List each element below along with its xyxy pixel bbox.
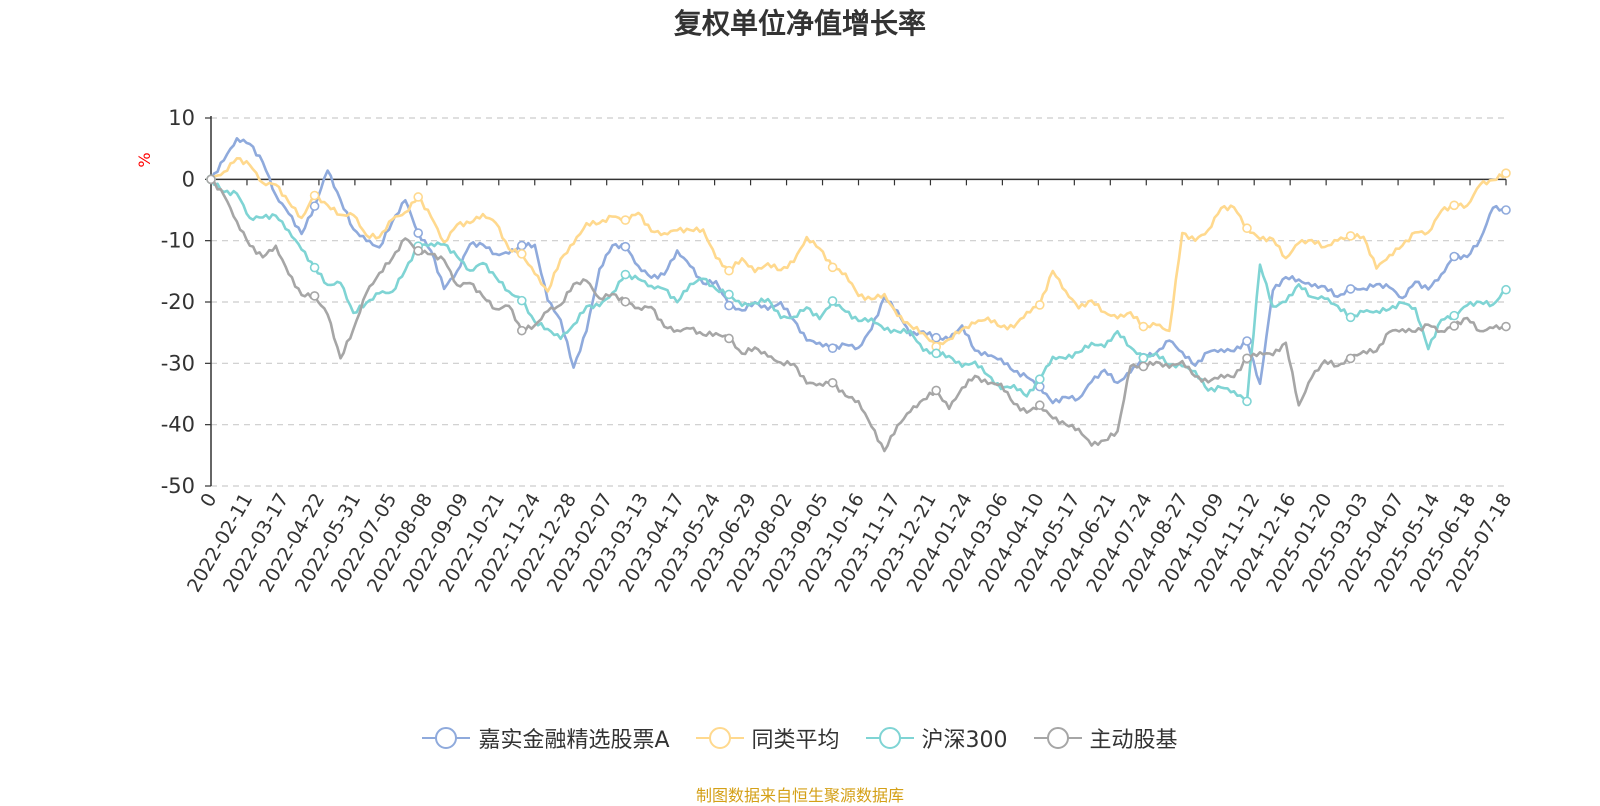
y-tick-label: -20 <box>161 290 195 314</box>
data-point <box>309 190 320 201</box>
data-point <box>931 348 942 359</box>
data-point <box>1501 205 1511 215</box>
data-point <box>827 343 838 353</box>
y-tick-label: 10 <box>168 106 195 130</box>
legend-item[interactable]: 沪深300 <box>865 722 1008 754</box>
legend-symbol-icon <box>1033 727 1082 749</box>
data-point <box>1345 231 1356 241</box>
data-point <box>1345 353 1356 364</box>
data-point <box>827 262 838 273</box>
y-tick-label: -10 <box>161 229 195 253</box>
line-chart: 100-10-20-30-40-5002022-02-112022-03-172… <box>135 106 1517 596</box>
data-point <box>516 325 527 336</box>
data-point <box>620 296 631 307</box>
data-point <box>516 249 527 259</box>
data-point <box>309 291 320 301</box>
data-point <box>1345 284 1356 294</box>
data-source-note: 制图数据来自恒生聚源数据库 <box>695 786 904 805</box>
legend-item[interactable]: 主动股基 <box>1033 722 1178 754</box>
data-point <box>516 240 527 251</box>
data-point <box>516 295 527 306</box>
data-point <box>1501 284 1511 295</box>
data-point <box>827 377 838 388</box>
data-point <box>1035 400 1045 411</box>
data-point <box>309 262 320 273</box>
legend: 嘉实金融精选股票A 同类平均 沪深300 主动股基 <box>0 722 1600 754</box>
data-point <box>1242 396 1252 407</box>
data-point <box>724 265 734 276</box>
data-point <box>1449 310 1459 321</box>
series-lines <box>206 137 1511 453</box>
data-point <box>724 289 734 300</box>
data-point <box>413 228 424 238</box>
data-point <box>1138 353 1149 363</box>
data-point <box>1138 321 1149 332</box>
legend-label: 沪深300 <box>921 728 1008 753</box>
data-point <box>827 296 838 306</box>
legend-item[interactable]: 同类平均 <box>695 722 840 754</box>
y-tick-label: -30 <box>161 351 195 375</box>
series-line <box>209 178 1507 403</box>
data-point <box>1501 168 1511 178</box>
data-point <box>413 245 424 256</box>
data-point <box>1449 251 1459 262</box>
chart-title: 复权单位净值增长率 <box>673 7 926 40</box>
data-point <box>724 300 734 311</box>
data-point <box>1501 321 1511 332</box>
legend-label: 主动股基 <box>1089 728 1178 753</box>
y-tick-label: -50 <box>161 474 195 498</box>
data-point <box>1449 200 1459 211</box>
x-tick-label: 0 <box>196 490 221 511</box>
data-point <box>1242 223 1252 234</box>
legend-item[interactable]: 嘉实金融精选股票A <box>422 722 670 754</box>
legend-label: 同类平均 <box>751 728 840 753</box>
data-point <box>1242 336 1252 346</box>
data-point <box>206 174 216 185</box>
data-point <box>1138 361 1149 372</box>
grid-lines <box>211 117 1506 487</box>
data-point <box>724 333 734 344</box>
data-point <box>931 332 942 343</box>
data-point <box>1345 312 1356 323</box>
data-point <box>413 192 424 202</box>
data-point <box>1242 353 1252 364</box>
data-point <box>931 385 942 396</box>
y-tick-label: -40 <box>161 413 195 437</box>
series-line <box>210 178 1507 453</box>
data-point <box>620 215 631 225</box>
data-point <box>1035 374 1045 384</box>
y-axis-unit: % <box>135 152 154 167</box>
legend-symbol-icon <box>422 727 471 749</box>
legend-label: 嘉实金融精选股票A <box>478 728 670 753</box>
data-point <box>620 269 631 280</box>
axes: 100-10-20-30-40-5002022-02-112022-03-172… <box>161 106 1517 596</box>
legend-symbol-icon <box>865 727 914 749</box>
data-point <box>620 241 631 252</box>
data-point <box>309 201 320 211</box>
data-point <box>1449 321 1459 331</box>
legend-symbol-icon <box>695 727 744 749</box>
data-point <box>1035 300 1045 310</box>
series-line <box>210 157 1507 348</box>
y-tick-label: 0 <box>182 167 195 191</box>
